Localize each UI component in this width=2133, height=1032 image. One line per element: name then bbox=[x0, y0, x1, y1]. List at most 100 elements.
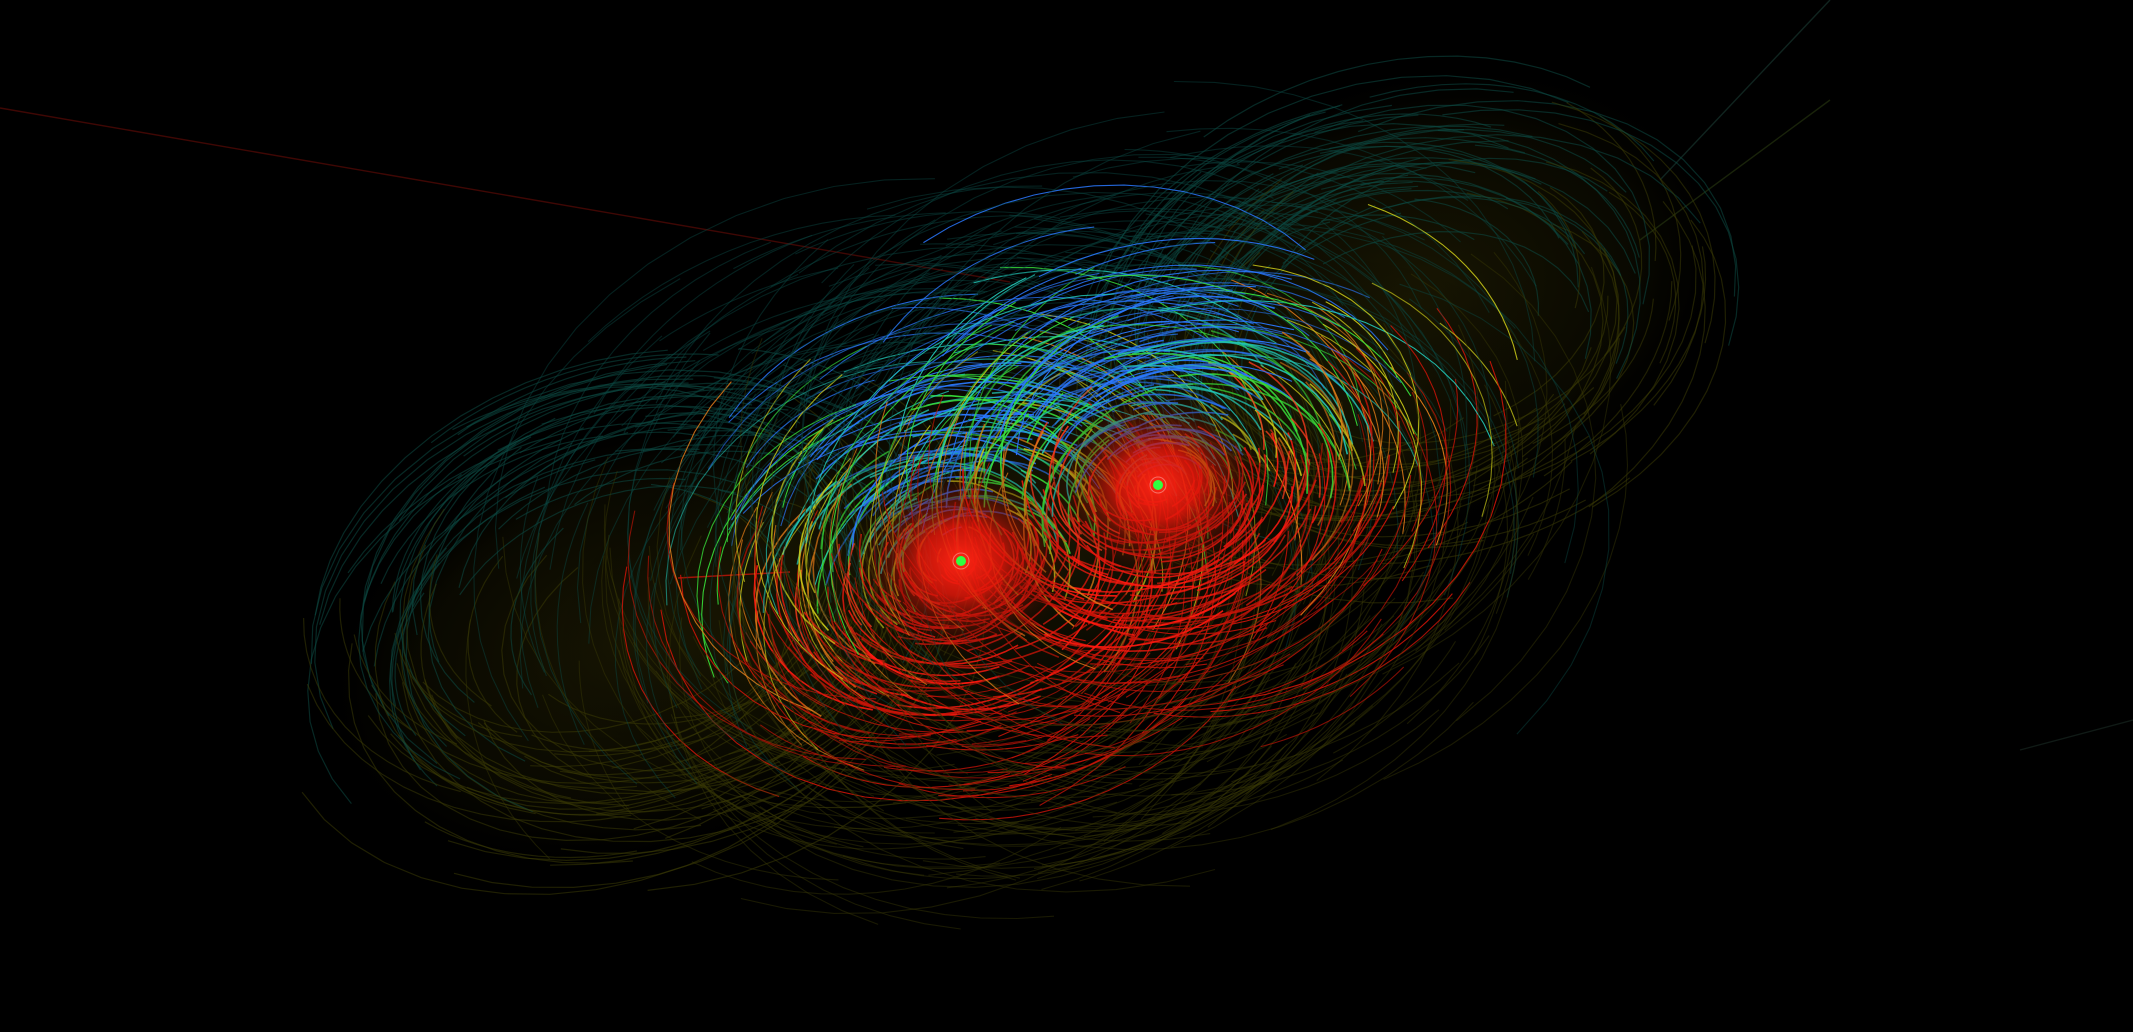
particle-trail bbox=[734, 358, 811, 583]
particle-trail bbox=[1322, 323, 1415, 435]
particle-trail bbox=[728, 293, 978, 419]
particle-trail bbox=[783, 262, 1020, 732]
outer-trail bbox=[519, 388, 790, 454]
outer-trail bbox=[1139, 162, 1476, 303]
particle-trail bbox=[1290, 417, 1321, 498]
particle-trail bbox=[556, 502, 589, 745]
particle-trail bbox=[1092, 339, 1307, 385]
outer-trail bbox=[314, 378, 694, 730]
outer-trail bbox=[1387, 196, 1586, 255]
particle-trail bbox=[795, 153, 1216, 429]
particle-trail bbox=[623, 273, 799, 434]
particle-trail bbox=[1211, 444, 1514, 714]
particle-trail bbox=[816, 451, 1034, 497]
particle-trail bbox=[665, 360, 931, 606]
particle-trail bbox=[1011, 692, 1111, 759]
particle-trail bbox=[614, 477, 698, 799]
particle-trail bbox=[791, 650, 1075, 838]
outer-trail bbox=[515, 477, 686, 520]
particle-trail bbox=[621, 626, 1001, 868]
particle-trail bbox=[874, 196, 1319, 383]
particle-trail bbox=[519, 342, 847, 689]
outer-trail bbox=[424, 679, 874, 813]
particle-trail bbox=[762, 191, 1295, 372]
particle-trail bbox=[714, 268, 944, 567]
particle-trail bbox=[1175, 266, 1345, 721]
outer-trail bbox=[405, 544, 781, 795]
particle-trail bbox=[473, 278, 681, 742]
particle-trail bbox=[519, 476, 546, 673]
particle-trail bbox=[1457, 324, 1480, 507]
particle-trail bbox=[1255, 482, 1382, 632]
particle-trail bbox=[670, 760, 1106, 845]
particle-trail bbox=[920, 243, 1133, 288]
particle-trail bbox=[966, 232, 1286, 301]
particle-trail bbox=[690, 713, 1101, 803]
particle-trail bbox=[887, 621, 1319, 758]
particle-trail bbox=[752, 745, 1272, 888]
particle-trail bbox=[1266, 292, 1391, 532]
outer-trail bbox=[510, 527, 564, 696]
particle-trail bbox=[1210, 593, 1453, 713]
outer-trail bbox=[1330, 247, 1618, 497]
particle-trail bbox=[770, 694, 976, 791]
particle-trail bbox=[843, 224, 992, 415]
particle-trail bbox=[996, 354, 1075, 431]
particle-trail bbox=[726, 578, 748, 747]
particle-trail bbox=[1501, 319, 1554, 556]
particle-trail bbox=[1390, 325, 1447, 582]
particle-trail bbox=[821, 324, 992, 622]
outer-trail bbox=[559, 643, 818, 776]
particle-trail bbox=[1035, 666, 1181, 684]
particle-trail bbox=[1253, 571, 1425, 728]
outer-trail bbox=[1092, 137, 1526, 303]
particle-trail bbox=[776, 557, 958, 717]
outer-trail bbox=[1225, 164, 1396, 314]
outer-trail bbox=[1608, 191, 1677, 364]
particle-trail bbox=[1327, 360, 1375, 561]
particle-trail bbox=[948, 733, 1288, 799]
particle-trail bbox=[1112, 563, 1305, 820]
particle-trail bbox=[842, 573, 961, 683]
particle-trail bbox=[696, 403, 857, 684]
particle-trail bbox=[739, 522, 764, 663]
particle-trail bbox=[1201, 324, 1418, 436]
particle-trail bbox=[759, 806, 986, 860]
particle-trail bbox=[1030, 264, 1389, 351]
particle-trail bbox=[774, 264, 855, 404]
particle-trail bbox=[627, 332, 790, 774]
particle-trail bbox=[831, 672, 1000, 692]
particle-trail bbox=[1026, 268, 1197, 312]
outer-trail bbox=[1281, 157, 1608, 268]
particle-trail bbox=[1033, 320, 1170, 371]
particle-trail bbox=[680, 299, 929, 457]
outer-trail bbox=[1197, 134, 1701, 283]
particle-trail bbox=[516, 326, 785, 579]
particle-trail bbox=[728, 507, 865, 771]
particle-trail bbox=[1061, 262, 1272, 282]
particle-trail bbox=[1059, 207, 1467, 488]
stray-trail bbox=[2019, 719, 2133, 751]
particle-trail bbox=[778, 264, 1266, 498]
particle-trail bbox=[1333, 641, 1456, 754]
particle-trail bbox=[1229, 371, 1265, 450]
particle-trail bbox=[941, 267, 1082, 357]
particle-trail bbox=[782, 641, 1142, 832]
particle-trail bbox=[1051, 374, 1175, 428]
particle-trail bbox=[733, 212, 946, 270]
particle-trail bbox=[1144, 584, 1288, 766]
outer-trail bbox=[353, 634, 458, 745]
particle-trail bbox=[1084, 633, 1384, 711]
particle-trail bbox=[939, 685, 1237, 821]
outer-trail bbox=[1184, 165, 1427, 270]
particle-trail bbox=[800, 111, 1165, 514]
particle-trail bbox=[621, 566, 780, 798]
particle-trail bbox=[726, 345, 867, 543]
particle-trail bbox=[947, 232, 1334, 391]
particle-trail bbox=[1179, 278, 1519, 598]
particle-trail bbox=[938, 753, 1112, 797]
particle-trail bbox=[1059, 496, 1534, 732]
particle-trail bbox=[1060, 673, 1348, 866]
particle-trail bbox=[1123, 425, 1577, 731]
particle-trail bbox=[702, 760, 864, 848]
